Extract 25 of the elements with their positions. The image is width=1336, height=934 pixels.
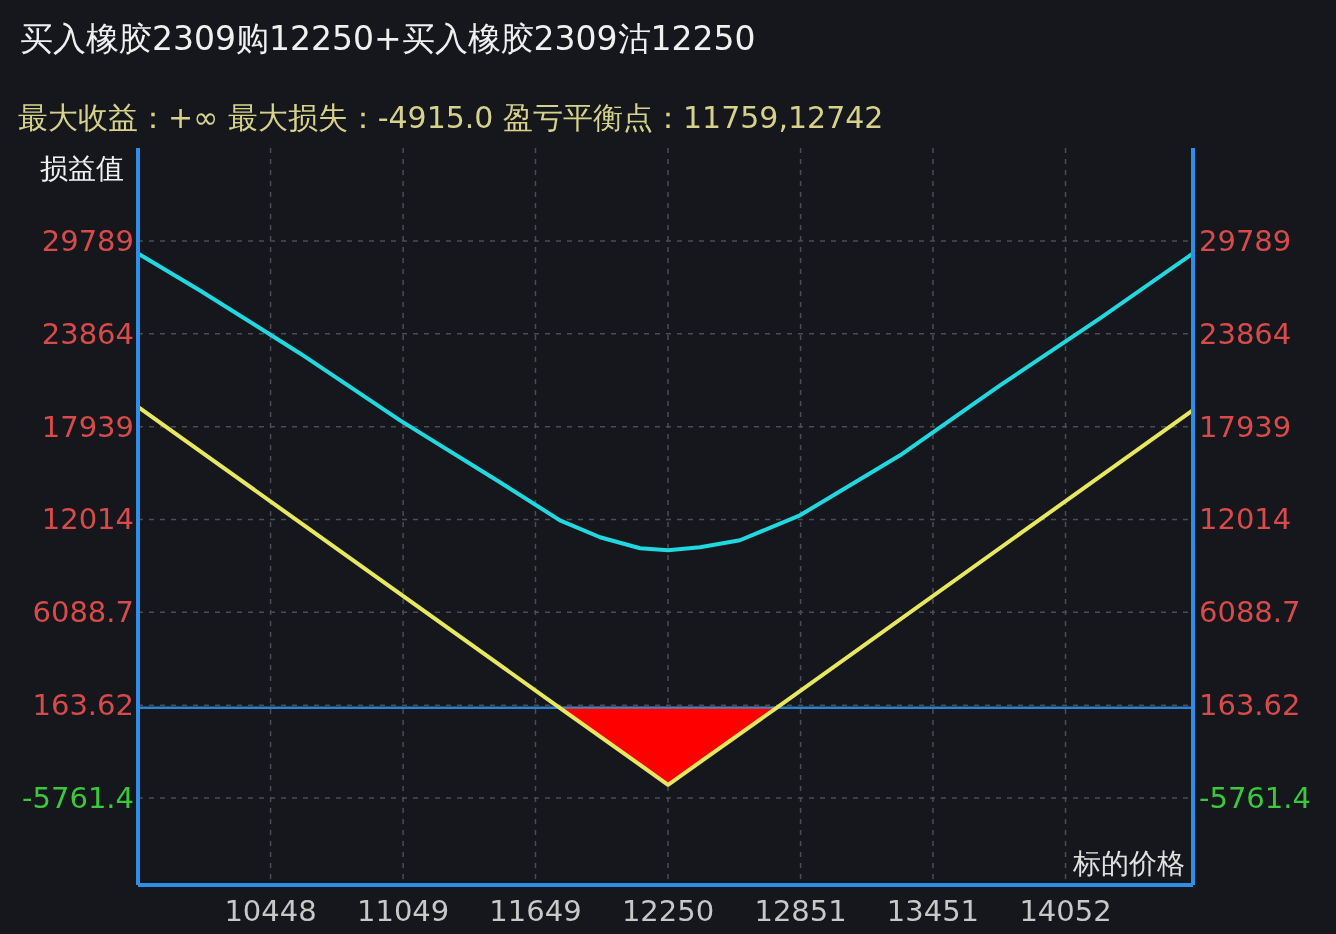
- x-tick-label: 14052: [1019, 894, 1112, 928]
- y-tick-label: 17939: [41, 409, 134, 444]
- y2-tick-label: -5761.4: [1199, 781, 1311, 816]
- y-tick-label: 163.62: [32, 688, 134, 723]
- y-tick-label: 29789: [41, 223, 134, 258]
- y-axis-title: 损益值: [40, 152, 124, 185]
- y-tick-label: 6088.7: [32, 595, 134, 630]
- y2-tick-label: 17939: [1199, 409, 1292, 444]
- x-axis-title: 标的价格: [1072, 847, 1185, 880]
- x-tick-label: 13451: [886, 894, 980, 928]
- x-tick-label: 12851: [754, 894, 847, 928]
- y-tick-label: 23864: [41, 316, 134, 351]
- y-tick-label: -5761.4: [22, 781, 134, 816]
- x-tick-label: 11049: [357, 894, 450, 928]
- y2-tick-label: 29789: [1199, 223, 1292, 258]
- y2-tick-label: 23864: [1199, 316, 1292, 351]
- y2-tick-label: 163.62: [1199, 688, 1301, 723]
- chart-title: 买入橡胶2309购12250+买入橡胶2309沽12250: [20, 19, 756, 58]
- x-tick-label: 10448: [224, 894, 317, 928]
- y2-tick-label: 12014: [1199, 502, 1292, 537]
- y2-tick-label: 6088.7: [1199, 595, 1301, 630]
- x-tick-label: 12250: [621, 894, 715, 928]
- y-tick-label: 12014: [41, 502, 134, 537]
- x-tick-label: 11649: [489, 894, 582, 928]
- chart-subtitle: 最大收益：+∞ 最大损失：-4915.0 盈亏平衡点：11759,12742: [18, 100, 884, 135]
